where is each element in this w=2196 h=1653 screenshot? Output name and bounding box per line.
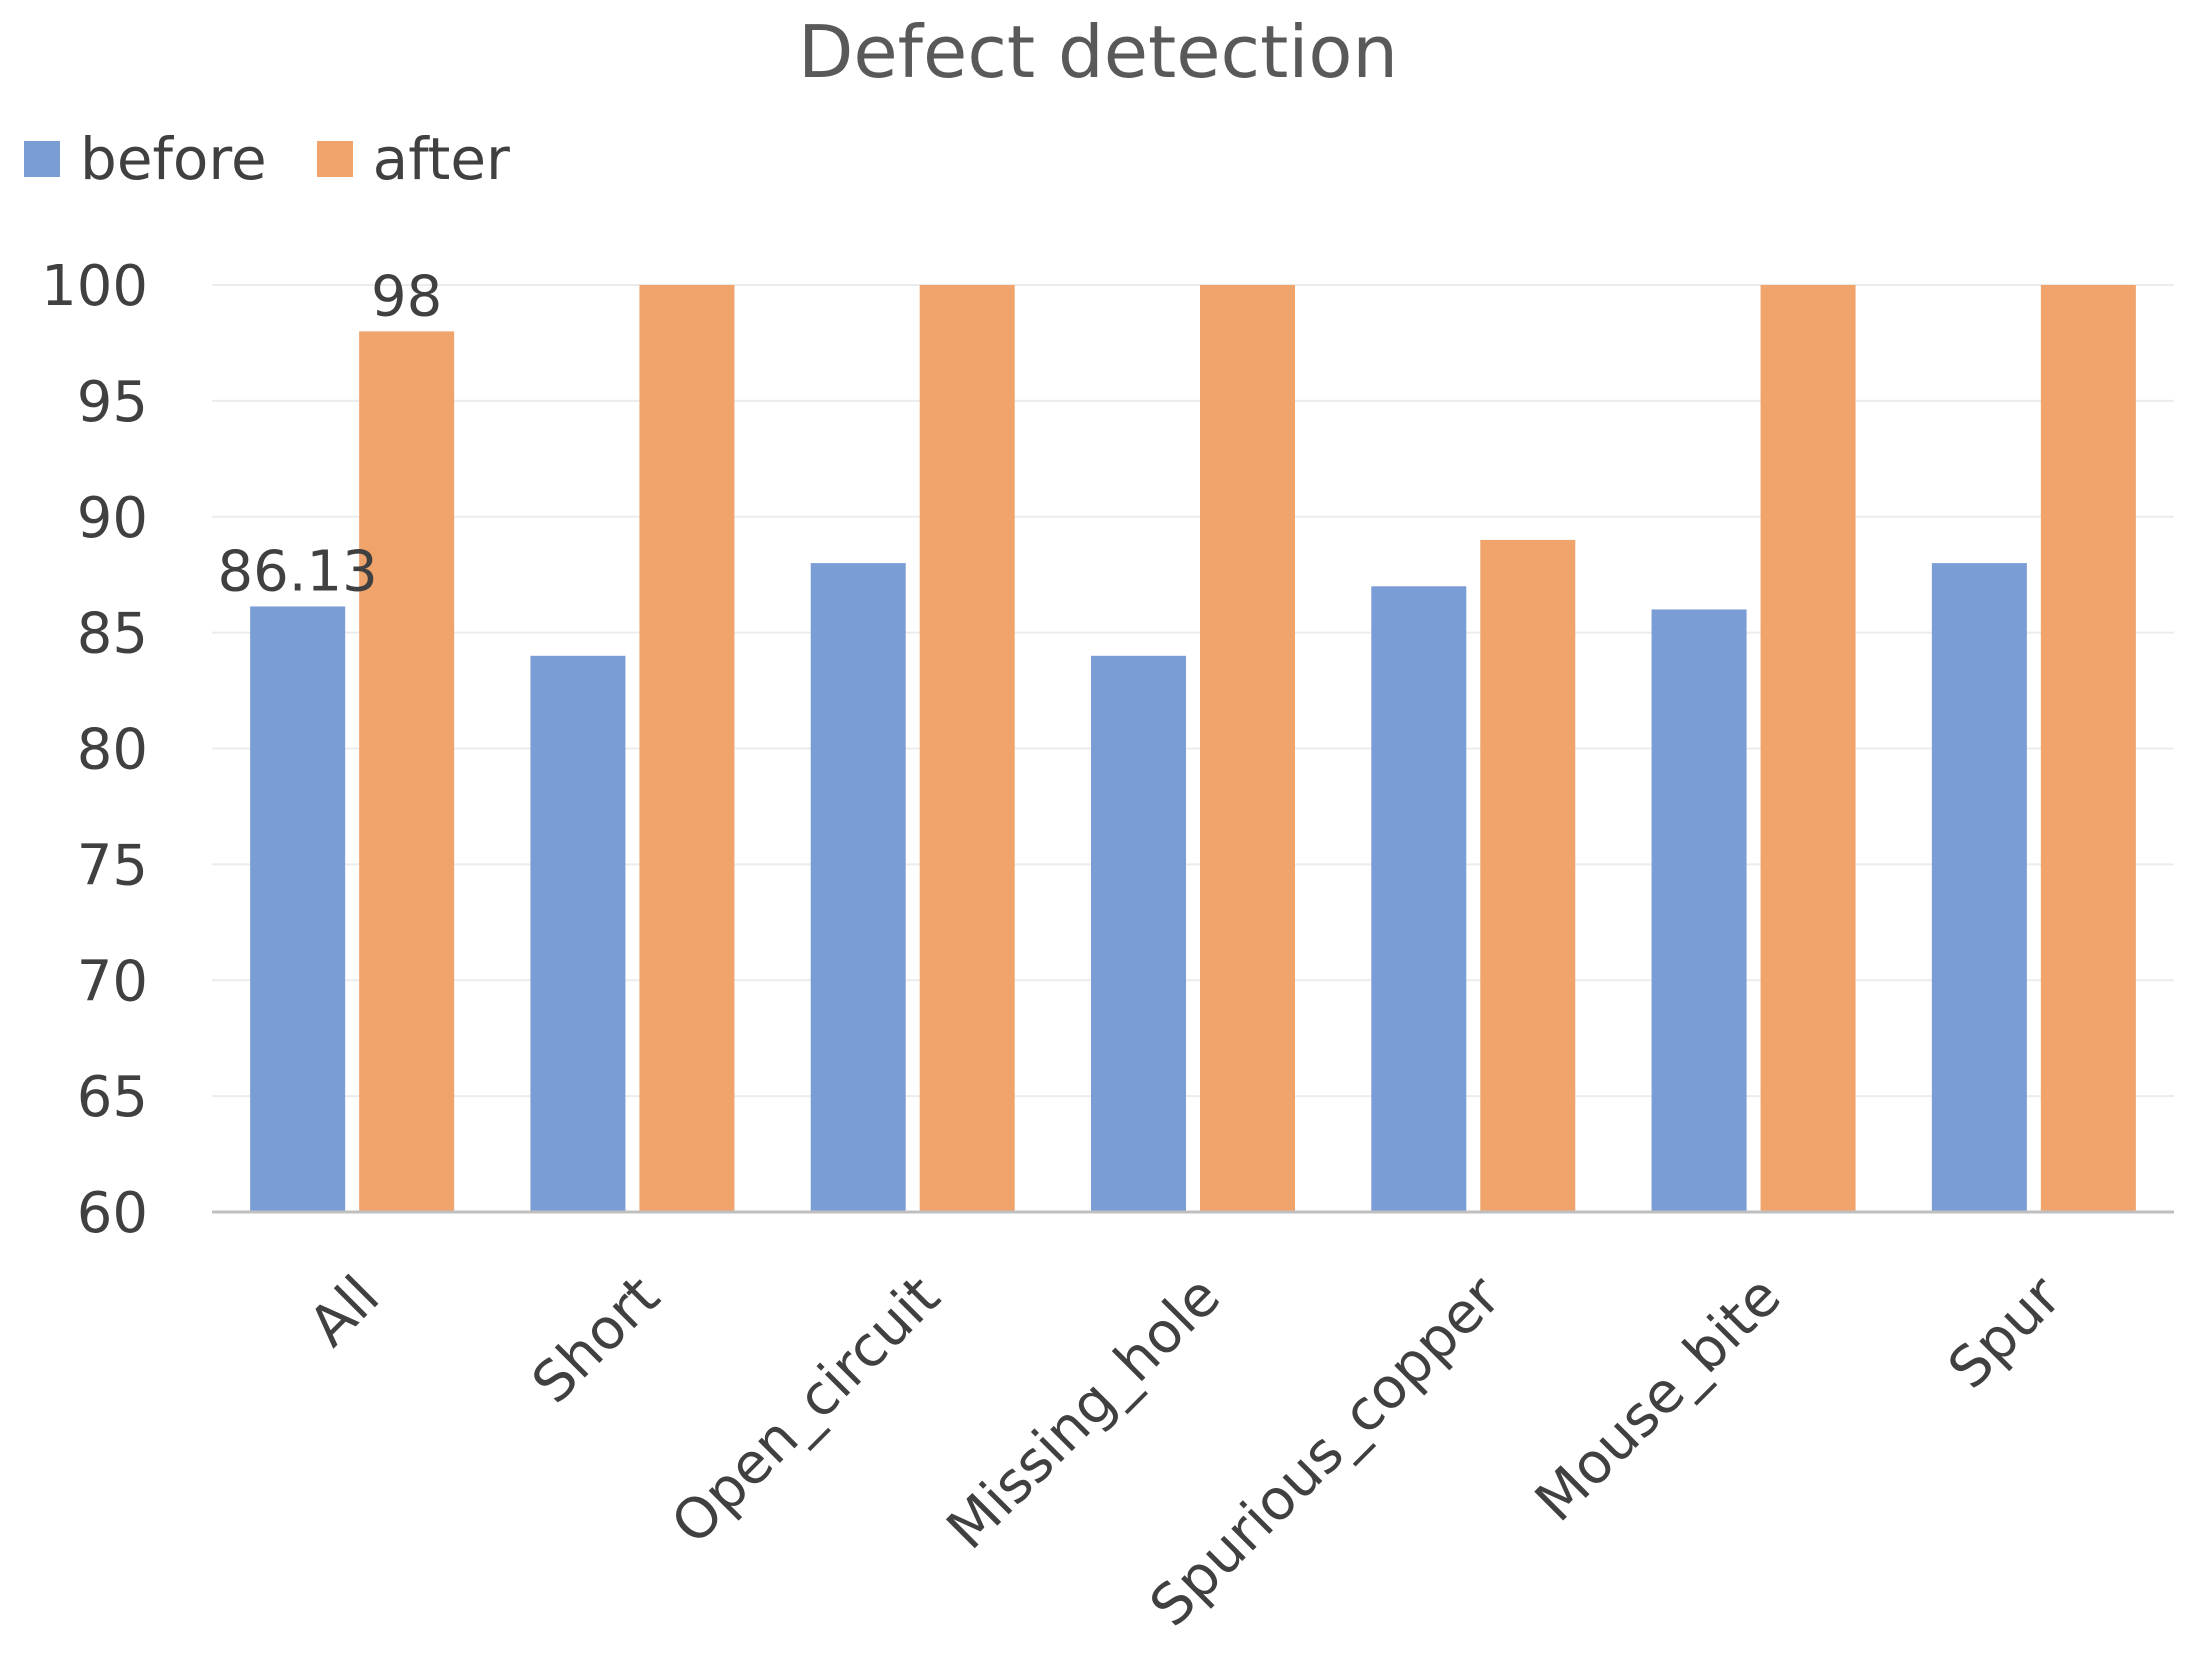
legend-entry-after: after (316, 125, 510, 193)
x-tick-label: Missing_hole (935, 1264, 1233, 1562)
legend: before after (24, 125, 560, 193)
legend-swatch-before (24, 141, 60, 177)
bar-before-open-circuit (810, 563, 906, 1212)
bar-before-mouse-bite (1651, 609, 1747, 1212)
x-tick-label: Short (520, 1264, 672, 1416)
x-tick-label: Spur (1936, 1263, 2074, 1401)
bar-after-short (639, 285, 735, 1212)
x-tick-label: Open_circuit (660, 1264, 953, 1557)
bar-after-all (359, 331, 455, 1213)
x-tick-label: All (297, 1264, 392, 1359)
bar-after-spurious-copper (1480, 539, 1576, 1212)
legend-swatch-after (316, 141, 353, 177)
x-tick-label: Mouse_bite (1523, 1264, 1793, 1534)
bar-after-missing-hole (1200, 285, 1295, 1212)
bar-before-short (530, 655, 626, 1212)
legend-label-before: before (80, 125, 267, 193)
y-tick-label: 75 (77, 833, 148, 898)
legend-entry-before: before (24, 125, 267, 193)
bar-before-all (250, 606, 346, 1212)
y-tick-label: 80 (77, 718, 148, 783)
bar-before-spurious-copper (1371, 586, 1467, 1212)
y-tick-label: 85 (77, 602, 148, 667)
y-tick-label: 70 (77, 949, 148, 1014)
data-label: 98 (371, 264, 442, 329)
bar-after-mouse-bite (1760, 285, 1856, 1212)
y-tick-label: 95 (77, 370, 148, 435)
data-label: 86.13 (217, 539, 377, 604)
y-tick-label: 60 (77, 1181, 148, 1246)
bar-before-spur (1931, 563, 2027, 1212)
y-tick-label: 65 (77, 1065, 148, 1130)
bar-after-spur (2040, 285, 2136, 1212)
chart-title: Defect detection (797, 10, 1399, 94)
bar-after-open-circuit (919, 285, 1015, 1212)
bar-before-missing-hole (1091, 655, 1186, 1212)
y-tick-label: 100 (41, 254, 148, 319)
legend-label-after: after (372, 125, 510, 193)
y-tick-label: 90 (77, 486, 148, 551)
